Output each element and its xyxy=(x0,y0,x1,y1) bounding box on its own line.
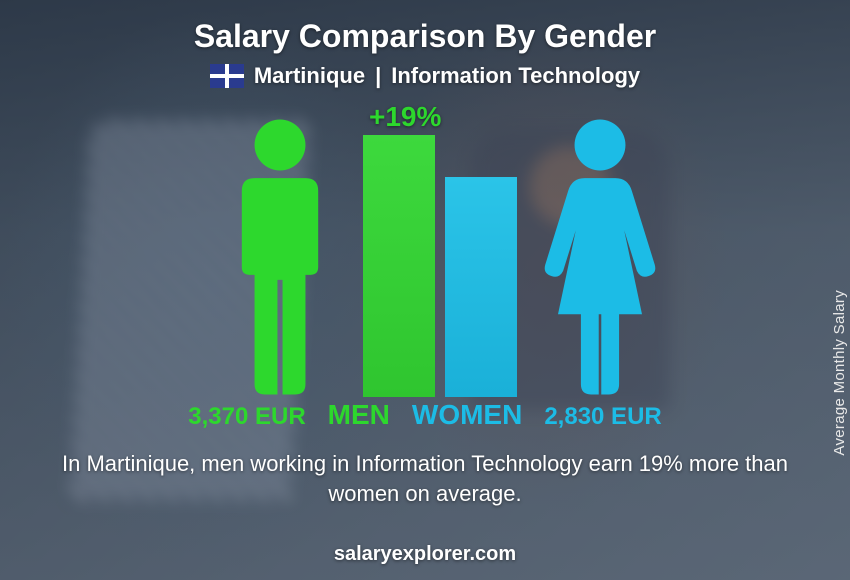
infographic-content: Salary Comparison By Gender Martinique |… xyxy=(0,0,850,580)
footer-source: salaryexplorer.com xyxy=(0,543,850,566)
location-label: Martinique xyxy=(254,63,365,89)
bar-women xyxy=(445,177,517,397)
y-axis-label: Average Monthly Salary xyxy=(832,290,849,456)
separator: | xyxy=(375,63,381,89)
page-title: Salary Comparison By Gender xyxy=(0,0,850,55)
subtitle-row: Martinique | Information Technology xyxy=(0,63,850,89)
labels-row: 3,370 EUR MEN WOMEN 2,830 EUR xyxy=(145,399,705,431)
bar-men xyxy=(363,135,435,397)
percent-diff-label: +19% xyxy=(369,101,441,133)
chart-area: +19% 3,370 EUR MEN WOMEN 2,830 EUR xyxy=(145,101,705,431)
women-label: WOMEN xyxy=(412,399,522,431)
female-icon xyxy=(535,117,665,397)
women-value: 2,830 EUR xyxy=(544,403,661,431)
industry-label: Information Technology xyxy=(391,63,640,89)
male-icon xyxy=(215,117,345,397)
men-value: 3,370 EUR xyxy=(188,403,305,431)
men-label: MEN xyxy=(328,399,390,431)
caption-text: In Martinique, men working in Informatio… xyxy=(60,449,790,508)
martinique-flag-icon xyxy=(210,64,244,88)
